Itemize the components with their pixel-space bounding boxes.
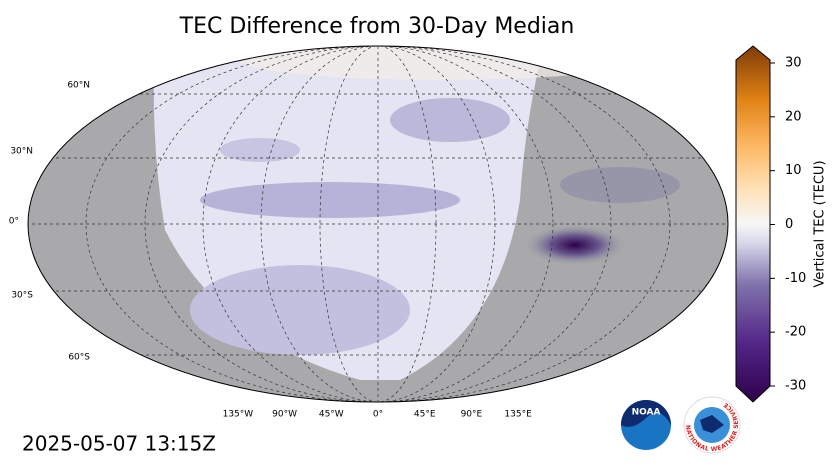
lon-label: 45°E [414,410,436,420]
lon-label: 90°W [272,410,297,420]
colorbar-tick-label: 30 [785,56,802,71]
lat-label: 60°S [68,353,90,363]
colorbar-tick-label: -20 [785,325,806,340]
title: TEC Difference from 30-Day Median [179,14,575,39]
colorbar-label: Vertical TEC (TECU) [813,160,828,287]
lon-label: 135°W [223,410,254,420]
lon-label: 45°W [319,410,344,420]
map [28,46,728,402]
lat-label: 60°N [67,81,90,91]
colorbar-tick-label: -30 [785,379,806,394]
noaa-logo: NOAA [621,400,671,450]
colorbar-tick-label: 10 [785,163,802,178]
colorbar-tick-label: -10 [785,271,806,286]
colorbar-tick-label: 20 [785,109,802,124]
colorbar-tick-label: 0 [785,217,793,232]
colorbar [735,45,771,403]
nws-logo: NATIONAL WEATHER SERVICE [683,396,741,454]
lat-label: 30°S [11,291,33,301]
lat-labels: 60°N 30°N 0° 30°S 60°S [9,81,91,363]
lon-label: 135°E [504,410,532,420]
lat-label: 30°N [10,147,33,157]
colorbar-ticks: -30 -20 -10 0 10 20 30 [770,56,806,394]
lat-label: 0° [9,217,19,227]
noaa-text: NOAA [632,408,661,418]
lon-label: 90°E [461,410,483,420]
lon-label: 0° [373,410,383,420]
timestamp: 2025-05-07 13:15Z [22,432,216,456]
lon-labels: 135°W 90°W 45°W 0° 45°E 90°E 135°E [223,410,532,420]
map-outline [27,45,729,403]
